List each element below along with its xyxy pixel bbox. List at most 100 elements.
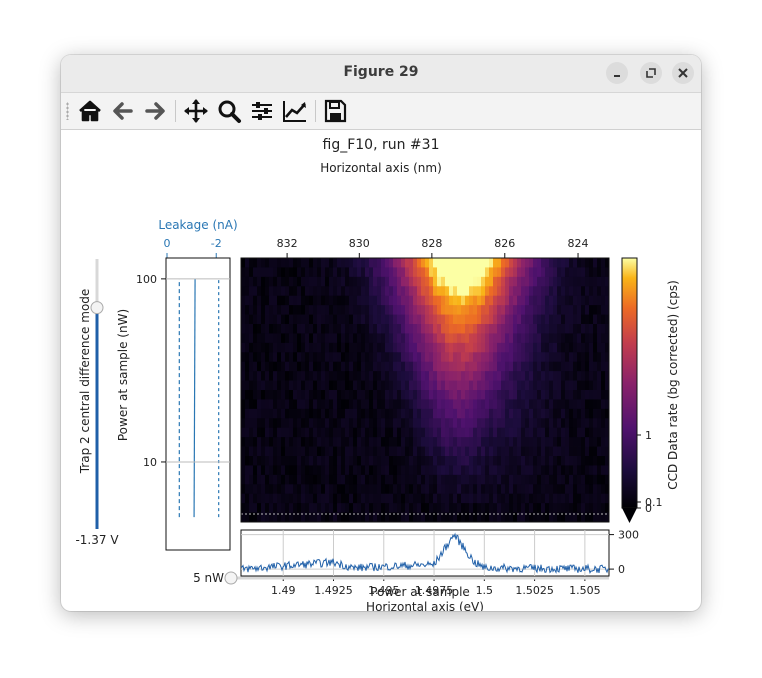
heatmap-cell <box>397 276 402 287</box>
heatmap-cell <box>273 295 278 306</box>
heatmap-cell <box>353 512 358 523</box>
minimize-button[interactable] <box>606 62 628 84</box>
heatmap-cell <box>437 324 442 334</box>
heatmap-cell <box>301 380 306 391</box>
heatmap-cell <box>585 493 590 504</box>
configure-subplots-button[interactable] <box>247 96 277 126</box>
heatmap-cell <box>521 333 526 344</box>
heatmap-cell <box>261 493 266 504</box>
heatmap-cell <box>297 342 302 353</box>
heatmap-cell <box>549 352 554 363</box>
heatmap-cell <box>373 295 378 306</box>
heatmap-cell <box>421 512 426 523</box>
heatmap-cell <box>349 305 354 315</box>
heatmap-cell <box>425 342 430 353</box>
heatmap-cell <box>341 484 346 495</box>
hslider-handle[interactable] <box>224 571 238 585</box>
heatmap-cell <box>369 267 374 278</box>
heatmap-cell <box>529 446 534 457</box>
heatmap-cell <box>369 465 374 476</box>
heatmap-cell <box>353 503 358 513</box>
heatmap-cell <box>357 267 362 278</box>
heatmap-cell <box>525 258 530 268</box>
heatmap-cell <box>421 437 426 447</box>
heatmap-cell <box>241 427 246 438</box>
heatmap-cell <box>517 484 522 495</box>
heatmap-cell <box>521 380 526 391</box>
heatmap-cell <box>289 503 294 513</box>
forward-button[interactable] <box>140 96 170 126</box>
close-button[interactable] <box>672 62 694 84</box>
heatmap-cell <box>545 295 550 306</box>
heatmap-cell <box>313 390 318 400</box>
heatmap-cell <box>481 474 486 485</box>
vslider-handle[interactable] <box>90 301 104 315</box>
heatmap-cell <box>389 493 394 504</box>
heatmap-cell <box>437 418 442 429</box>
save-button[interactable] <box>320 96 350 126</box>
heatmap-cell <box>241 295 246 306</box>
heatmap-cell <box>513 342 518 353</box>
heatmap-cell <box>469 503 474 513</box>
heatmap-cell <box>461 503 466 513</box>
heatmap-cell <box>425 324 430 334</box>
restore-button[interactable] <box>640 62 662 84</box>
heatmap-cell <box>557 465 562 476</box>
heatmap-cell <box>277 267 282 278</box>
heatmap-cell <box>273 267 278 278</box>
heatmap-cell <box>585 361 590 372</box>
heatmap-cell <box>497 474 502 485</box>
heatmap-cell <box>549 503 554 513</box>
heatmap-cell <box>569 408 574 419</box>
heatmap-cell <box>385 390 390 400</box>
heatmap-cell <box>537 503 542 513</box>
heatmap-cell <box>573 267 578 278</box>
heatmap-cell <box>421 456 426 466</box>
heatmap-cell <box>297 503 302 513</box>
edit-axes-button[interactable] <box>280 96 310 126</box>
heatmap-cell <box>481 446 486 457</box>
heatmap-cell <box>361 324 366 334</box>
heatmap-cell <box>505 465 510 476</box>
heatmap-cell <box>301 361 306 372</box>
heatmap-cell <box>313 305 318 315</box>
heatmap-cell <box>333 258 338 268</box>
heatmap-cell <box>313 512 318 523</box>
pan-button[interactable] <box>181 96 211 126</box>
heatmap-cell <box>281 286 286 297</box>
heatmap-cell <box>569 286 574 297</box>
heatmap-cell <box>397 352 402 363</box>
heatmap-cell <box>273 474 278 485</box>
heatmap-cell <box>329 437 334 447</box>
heatmap-cell <box>585 390 590 400</box>
heatmap-cell <box>293 493 298 504</box>
back-button[interactable] <box>108 96 138 126</box>
heatmap-cell <box>605 456 610 466</box>
heatmap-cell <box>245 380 250 391</box>
heatmap-cell <box>417 446 422 457</box>
heatmap-cell <box>257 484 262 495</box>
heatmap-cell <box>289 408 294 419</box>
heatmap-cell <box>337 427 342 438</box>
heatmap-cell <box>265 276 270 287</box>
heatmap-cell <box>557 503 562 513</box>
heatmap-cell <box>453 352 458 363</box>
heatmap-cell <box>333 380 338 391</box>
heatmap-cell <box>325 333 330 344</box>
heatmap-cell <box>565 484 570 495</box>
heatmap-cell <box>533 465 538 476</box>
heatmap-cell <box>409 324 414 334</box>
heatmap-cell <box>321 324 326 334</box>
heatmap-cell <box>489 314 494 325</box>
heatmap-cell <box>405 493 410 504</box>
heatmap-cell <box>489 324 494 334</box>
heatmap-cell <box>349 427 354 438</box>
heatmap-cell <box>241 267 246 278</box>
heatmap-cell <box>545 512 550 523</box>
heatmap-cell <box>557 418 562 429</box>
zoom-button[interactable] <box>214 96 244 126</box>
heatmap-cell <box>257 418 262 429</box>
heatmap-cell <box>593 258 598 268</box>
home-button[interactable] <box>75 96 105 126</box>
heatmap-cell <box>537 324 542 334</box>
